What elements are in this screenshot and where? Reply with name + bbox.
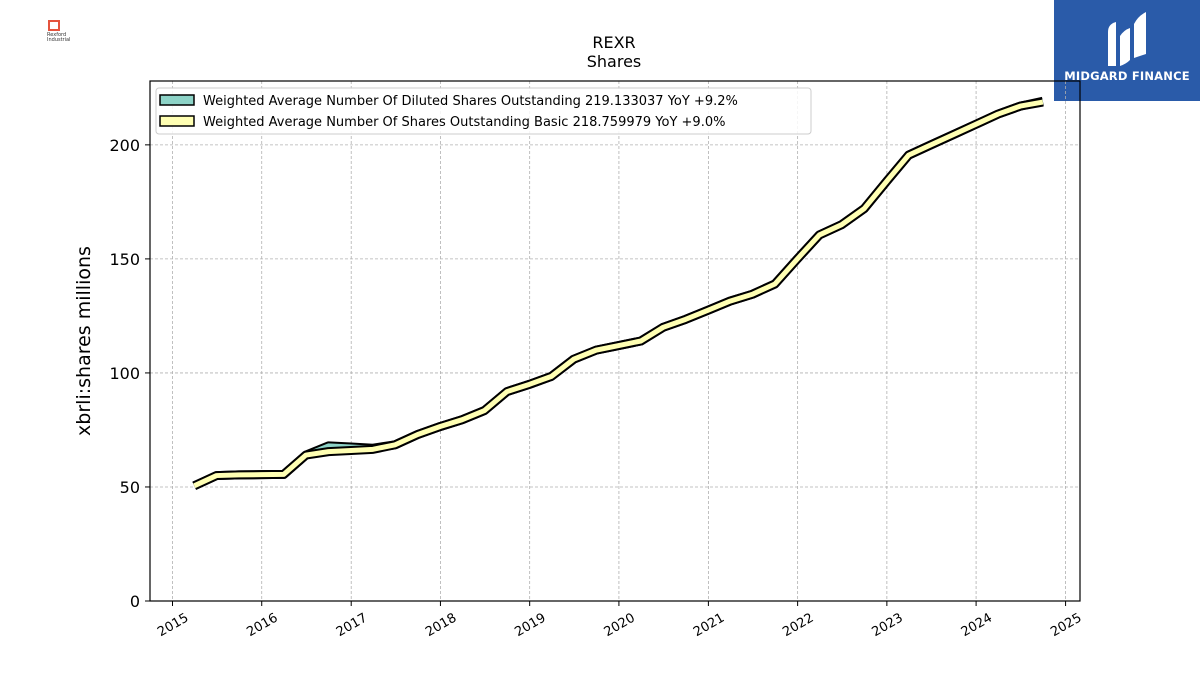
plot-frame: [149, 80, 1081, 602]
midgard-finance-label: MIDGARD FINANCE: [1064, 69, 1190, 83]
grid-lines: [150, 81, 1080, 602]
legend-entry-1: Weighted Average Number Of Diluted Share…: [203, 94, 738, 109]
y-axis: 0 50 100 150 200: [109, 136, 150, 611]
y-tick-label: 150: [109, 250, 140, 269]
chart-subtitle: Shares: [587, 52, 642, 71]
legend-swatch-1: [159, 94, 195, 106]
rexford-logo-text: Rexford Industrial: [47, 32, 71, 43]
x-axis: 2015 2016 2017 2018 2019 2020 2021 2022 2023 2024…: [155, 601, 1084, 640]
x-tick-label: 2019: [512, 611, 548, 641]
y-tick-label: 50: [120, 478, 140, 497]
series-bands: [192, 96, 1044, 490]
midgard-logo-icon: [1108, 12, 1146, 66]
chart-title: REXR: [592, 33, 635, 52]
legend-entry-2: Weighted Average Number Of Shares Outsta…: [203, 115, 725, 130]
x-tick-label: 2025: [1048, 611, 1084, 641]
legend-box: [155, 87, 812, 135]
x-tick-label: 2020: [602, 611, 638, 641]
legend: Weighted Average Number Of Diluted Share…: [155, 87, 812, 135]
x-tick-label: 2023: [870, 611, 906, 641]
x-tick-label: 2015: [155, 611, 191, 641]
x-tick-label: 2021: [691, 611, 727, 641]
legend-swatch-2: [159, 115, 195, 127]
x-tick-label: 2024: [959, 611, 995, 641]
midgard-finance-badge: MIDGARD FINANCE: [1054, 0, 1200, 101]
x-tick-label: 2022: [780, 611, 816, 641]
y-tick-label: 0: [130, 592, 140, 611]
y-tick-label: 100: [109, 364, 140, 383]
rexford-logo-icon: [48, 20, 60, 31]
rexford-logo: Rexford Industrial: [47, 20, 75, 43]
x-tick-label: 2016: [244, 611, 280, 641]
x-tick-label: 2017: [334, 611, 370, 641]
y-tick-label: 200: [109, 136, 140, 155]
x-tick-label: 2018: [423, 611, 459, 641]
y-axis-label: xbrli:shares millions: [73, 246, 95, 436]
series-line-2: [193, 99, 1044, 489]
